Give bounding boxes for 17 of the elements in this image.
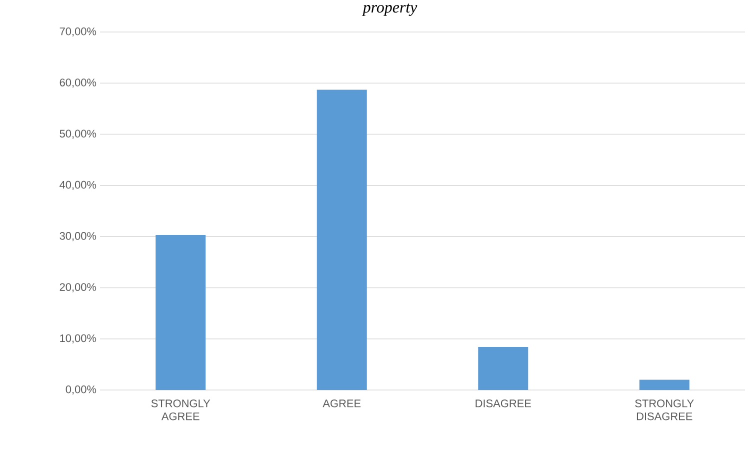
bar	[639, 380, 690, 390]
bar	[478, 347, 528, 390]
y-tick-label: 30,00%	[60, 232, 96, 242]
x-tick-label: DISAGREE	[476, 400, 531, 408]
x-tick-label: STRONGLY DISAGREE	[635, 400, 694, 420]
x-tick-label: AGREE	[322, 400, 361, 408]
y-tick-label: 10,00%	[60, 334, 96, 344]
y-tick-label: 0,00%	[66, 385, 96, 395]
bar	[156, 235, 206, 390]
y-tick-label: 70,00%	[60, 27, 96, 37]
bar	[316, 90, 367, 390]
y-tick-label: 20,00%	[60, 283, 96, 292]
y-tick-label: 50,00%	[60, 130, 96, 139]
chart-title: property	[362, 4, 418, 16]
y-tick-label: 40,00%	[60, 180, 96, 190]
y-tick-label: 60,00%	[60, 78, 96, 88]
x-tick-label: STRONGLY AGREE	[151, 400, 210, 420]
